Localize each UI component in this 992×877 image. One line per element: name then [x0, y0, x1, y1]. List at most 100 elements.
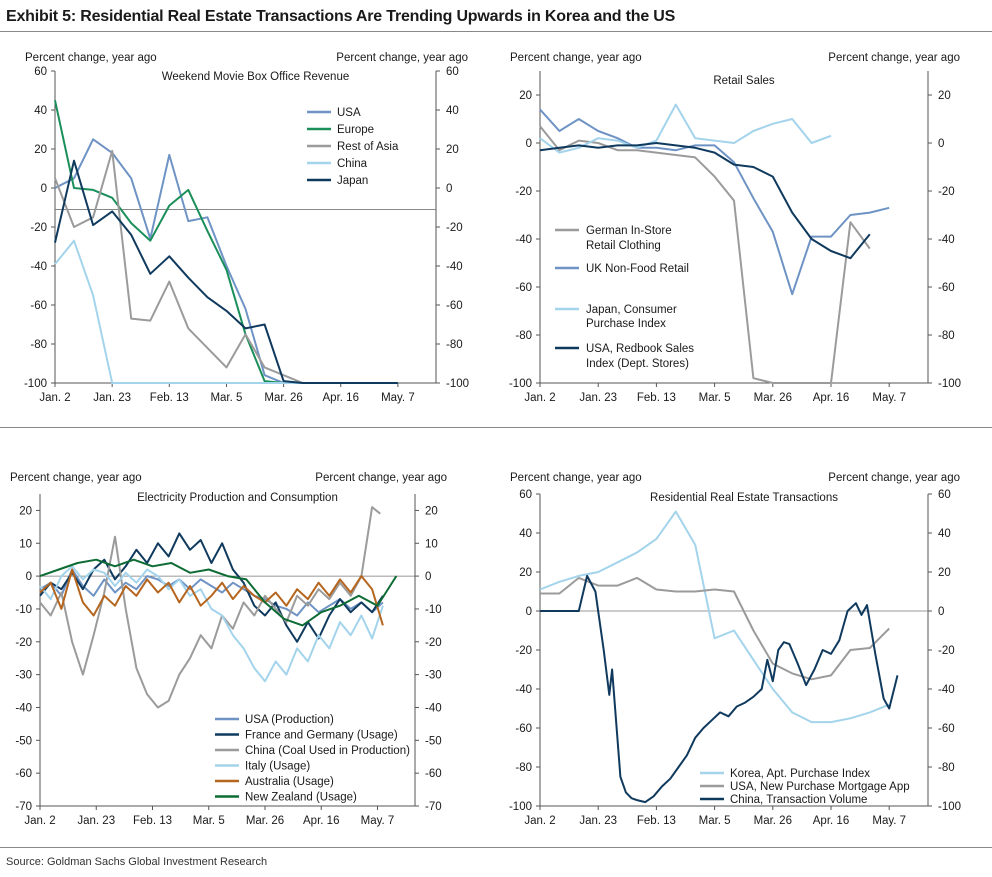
- y-tick-label-left: -60: [515, 282, 532, 294]
- legend-entry: France and Germany (Usage): [245, 730, 398, 742]
- y-tick-label-left: -20: [30, 222, 47, 234]
- y-tick-label-left: 10: [19, 538, 32, 550]
- series-line-rest-of-asia: [54, 149, 303, 384]
- y-tick-label-right: 60: [446, 66, 459, 78]
- y-tick-label-right: -30: [425, 670, 442, 682]
- y-tick-label-right: 0: [446, 183, 452, 195]
- y-tick-label-right: -60: [425, 768, 442, 780]
- x-tick-label: Mar. 5: [699, 392, 731, 404]
- x-tick-label: Jan. 23: [579, 392, 617, 404]
- series-line-usa-production: [39, 568, 384, 617]
- x-tick-label: Jan. 23: [93, 392, 131, 404]
- legend-entry: USA: [337, 107, 361, 119]
- legend-entry: China, Transaction Volume: [730, 794, 867, 806]
- legend-entry-line: German In-Store: [586, 225, 672, 237]
- bottom-rule: [0, 847, 992, 848]
- y-tick-label-right: -80: [446, 339, 463, 351]
- y-tick-label-left: -80: [515, 330, 532, 342]
- x-tick-label: May. 7: [872, 392, 906, 404]
- x-tick-label: Jan. 2: [24, 815, 55, 827]
- y-tick-label-left: -80: [30, 339, 47, 351]
- legend-entry: German In-Store Retail Clothing: [586, 225, 672, 252]
- chart-title: Residential Real Estate Transactions: [650, 492, 838, 504]
- y-tick-label-left: -60: [15, 768, 32, 780]
- y-tick-label-left: -100: [509, 378, 532, 390]
- y-tick-label-left: 20: [519, 567, 532, 579]
- y-tick-label-right: 0: [425, 571, 431, 583]
- y-tick-label-left: -10: [15, 604, 32, 616]
- series-line-italy-usage: [39, 565, 384, 683]
- y-tick-label-left: 0: [41, 183, 47, 195]
- y-tick-label-left: 20: [34, 144, 47, 156]
- x-tick-label: Jan. 2: [39, 392, 70, 404]
- y-tick-label-right: -50: [425, 735, 442, 747]
- y-tick-label-right: 0: [938, 606, 944, 618]
- y-tick-label-left: -40: [515, 684, 532, 696]
- y-tick-label-right: -20: [425, 637, 442, 649]
- legend: USA Europe Rest of Asia China Japan: [307, 107, 399, 187]
- chart-panel-3: Percent change, year ago Percent change, …: [10, 472, 447, 827]
- y-tick-label-left: -40: [15, 702, 32, 714]
- y-tick-label-left: 20: [19, 505, 32, 517]
- y-tick-label-right: 40: [446, 105, 459, 117]
- y-tick-label-right: 20: [446, 144, 459, 156]
- x-tick-label: Apr. 16: [813, 392, 849, 404]
- x-tick-label: Feb. 13: [637, 815, 676, 827]
- y-tick-label-right: 60: [938, 489, 951, 501]
- y-tick-label-right: -70: [425, 801, 442, 813]
- y-tick-label-right: -10: [425, 604, 442, 616]
- series-line-german-in-store-retail-clothing: [539, 125, 871, 384]
- y-tick-label-left: 20: [519, 90, 532, 102]
- y-tick-label-left: 60: [519, 489, 532, 501]
- legend: German In-Store Retail Clothing UK Non-Foo…: [555, 225, 694, 370]
- series-line-new-zealand-usage: [39, 558, 398, 627]
- y-tick-label-right: -20: [446, 222, 463, 234]
- series-line-australia-usage: [39, 568, 384, 626]
- x-tick-label: Mar. 5: [210, 392, 242, 404]
- x-tick-label: Jan. 2: [524, 392, 555, 404]
- y-axis-label-left: Percent change, year ago: [10, 472, 142, 484]
- legend: USA (Production) France and Germany (Usag…: [215, 714, 410, 804]
- chart-title: Electricity Production and Consumption: [137, 492, 338, 504]
- legend-entry-line: USA, Redbook Sales: [586, 343, 694, 355]
- y-tick-label-left: -40: [30, 261, 47, 273]
- y-tick-label-left: -60: [30, 300, 47, 312]
- x-tick-label: May. 7: [872, 815, 906, 827]
- legend-entry: New Zealand (Usage): [245, 792, 357, 804]
- middle-rule: [0, 427, 992, 428]
- y-tick-label-left: 0: [526, 138, 532, 150]
- x-tick-label: Feb. 13: [150, 392, 189, 404]
- y-axis-label-right: Percent change, year ago: [828, 52, 960, 64]
- x-tick-label: Mar. 26: [264, 392, 302, 404]
- legend-entry: Italy (Usage): [245, 761, 310, 773]
- y-axis-label-right: Percent change, year ago: [315, 472, 447, 484]
- y-axis-label-right: Percent change, year ago: [336, 52, 468, 64]
- y-axis-label-left: Percent change, year ago: [510, 472, 642, 484]
- y-tick-label-left: -20: [515, 186, 532, 198]
- y-tick-label-left: -20: [15, 637, 32, 649]
- y-axis-label-right: Percent change, year ago: [828, 472, 960, 484]
- y-tick-label-left: -100: [509, 801, 532, 813]
- legend-entry: Japan, Consumer Purchase Index: [586, 304, 677, 330]
- legend-entry-line: Index (Dept. Stores): [586, 358, 689, 370]
- series-line-usa-redbook-sales-index-dept-stores: [539, 142, 871, 260]
- y-tick-label-right: -40: [446, 261, 463, 273]
- y-tick-label-right: -40: [938, 684, 955, 696]
- x-tick-label: Jan. 2: [524, 815, 555, 827]
- y-tick-label-right: -80: [938, 330, 955, 342]
- legend-entry: Japan: [337, 175, 368, 187]
- y-tick-label-right: -40: [425, 702, 442, 714]
- y-tick-label-left: -20: [515, 645, 532, 657]
- x-tick-label: Mar. 26: [246, 815, 284, 827]
- legend-entry-line: Purchase Index: [586, 318, 666, 330]
- x-tick-label: Jan. 23: [579, 815, 617, 827]
- legend-entry: USA, New Purchase Mortgage App: [730, 781, 910, 793]
- x-tick-label: Apr. 16: [813, 815, 849, 827]
- y-tick-label-right: -20: [938, 645, 955, 657]
- x-tick-label: Apr. 16: [303, 815, 339, 827]
- x-tick-label: Mar. 5: [193, 815, 225, 827]
- chart-panel-2: Percent change, year ago Percent change, …: [509, 52, 961, 404]
- y-tick-label-left: -80: [515, 762, 532, 774]
- x-tick-label: Mar. 26: [754, 392, 792, 404]
